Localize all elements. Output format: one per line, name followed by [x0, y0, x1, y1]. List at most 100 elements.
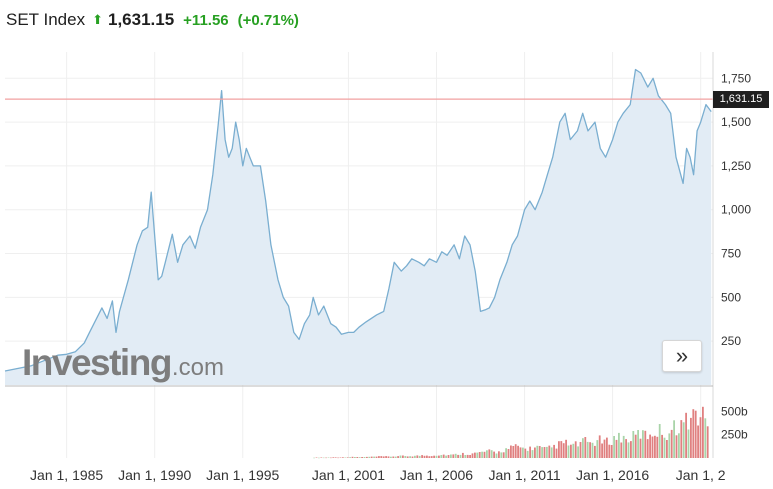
- y-tick-label: 1,500: [721, 115, 751, 129]
- volume-bar: [682, 422, 685, 458]
- quote-header: SET Index ⬆ 1,631.15 +11.56 (+0.71%): [6, 8, 299, 32]
- volume-bar: [390, 456, 392, 458]
- volume-bar: [591, 442, 594, 458]
- volume-bar: [560, 441, 563, 458]
- volume-bar: [447, 455, 450, 458]
- volume-bar: [615, 439, 618, 458]
- volume-bar: [466, 454, 469, 458]
- volume-bar: [668, 433, 671, 458]
- volume-bar: [325, 457, 327, 459]
- volume-bar: [490, 450, 493, 458]
- current-price-tag: 1,631.15: [713, 91, 769, 108]
- volume-bar: [414, 455, 416, 458]
- volume-bar: [471, 453, 474, 458]
- volume-bar: [598, 435, 601, 458]
- volume-bar: [526, 450, 529, 458]
- volume-bar: [680, 420, 683, 458]
- volume-bar: [438, 455, 440, 458]
- volume-bar: [373, 456, 375, 458]
- volume-bar: [368, 456, 371, 458]
- volume-bar: [699, 417, 702, 458]
- volume-bar: [411, 456, 414, 458]
- volume-bar: [457, 454, 459, 458]
- volume-bar: [692, 409, 695, 458]
- x-tick-label: Jan 1, 1985: [30, 467, 103, 483]
- volume-tick-label: 500b: [721, 404, 748, 418]
- volume-bar: [356, 457, 359, 458]
- y-tick-label: 500: [721, 290, 741, 304]
- up-arrow-icon: ⬆: [92, 12, 103, 27]
- investing-logo: Investing.com: [22, 342, 224, 383]
- volume-bar: [423, 455, 426, 458]
- volume-bar: [601, 443, 603, 458]
- volume-bar: [644, 430, 647, 458]
- volume-bar: [706, 426, 709, 458]
- volume-bar: [639, 438, 642, 458]
- price-change: +11.56: [183, 11, 229, 29]
- volume-bar: [486, 450, 488, 458]
- volume-bar: [450, 454, 452, 458]
- volume-bar: [613, 436, 615, 458]
- volume-bar: [663, 437, 666, 458]
- volume-bar: [349, 457, 351, 458]
- volume-bar: [512, 446, 515, 458]
- volume-bar: [673, 420, 675, 458]
- volume-bar: [596, 440, 599, 458]
- volume-bar: [543, 447, 546, 458]
- logo-brand: Investing: [22, 342, 172, 383]
- volume-bar: [330, 457, 332, 459]
- volume-bar: [483, 451, 486, 458]
- volume-bar: [697, 425, 699, 458]
- volume-bar: [529, 446, 531, 458]
- volume-bar: [555, 448, 558, 458]
- volume-bar: [654, 435, 656, 458]
- volume-bar: [649, 434, 651, 458]
- volume-bar: [394, 456, 397, 458]
- logo-tld: .com: [171, 354, 224, 381]
- volume-bar: [478, 452, 481, 458]
- volume-bar: [582, 438, 584, 458]
- volume-bar: [380, 456, 383, 458]
- volume-bar: [656, 436, 659, 458]
- last-price: 1,631.15: [107, 10, 175, 29]
- volume-bar: [318, 457, 320, 459]
- volume-bars: [313, 406, 709, 459]
- volume-bar: [409, 456, 411, 458]
- y-tick-label: 750: [721, 247, 741, 261]
- volume-tick-label: 250b: [721, 428, 748, 442]
- volume-bar: [687, 429, 690, 458]
- volume-bar: [550, 447, 553, 458]
- volume-bar: [476, 452, 479, 458]
- y-tick-label: 1,000: [721, 203, 751, 217]
- volume-bar: [387, 456, 390, 458]
- volume-bar: [500, 452, 503, 458]
- y-tick-label: 250: [721, 334, 741, 348]
- volume-bar: [579, 442, 582, 458]
- price-change-percent: (+0.71%): [237, 11, 299, 29]
- x-tick-label: Jan 1, 2011: [488, 467, 560, 483]
- volume-bar: [510, 445, 512, 458]
- expand-chart-button[interactable]: »: [662, 340, 702, 372]
- volume-bar: [522, 447, 524, 458]
- volume-bar: [586, 441, 589, 458]
- volume-bar: [433, 455, 435, 458]
- volume-bar: [610, 445, 613, 458]
- x-tick-label: Jan 1, 2: [676, 467, 726, 483]
- volume-bar: [406, 456, 409, 458]
- volume-bar: [541, 447, 543, 458]
- volume-bar: [315, 457, 318, 458]
- volume-bar: [337, 457, 339, 459]
- volume-bar: [445, 455, 447, 458]
- volume-bar: [418, 455, 421, 458]
- volume-bar: [344, 457, 347, 458]
- volume-bar: [332, 457, 335, 458]
- volume-bar: [440, 455, 443, 458]
- volume-bar: [426, 455, 428, 458]
- volume-bar: [392, 456, 395, 458]
- volume-bar: [320, 457, 323, 458]
- volume-bar: [351, 456, 354, 458]
- volume-bar: [399, 455, 402, 458]
- price-axis: 1,750 1,500 1,250 1,000 750 500 250: [712, 52, 751, 458]
- x-tick-label: Jan 1, 2016: [576, 467, 649, 483]
